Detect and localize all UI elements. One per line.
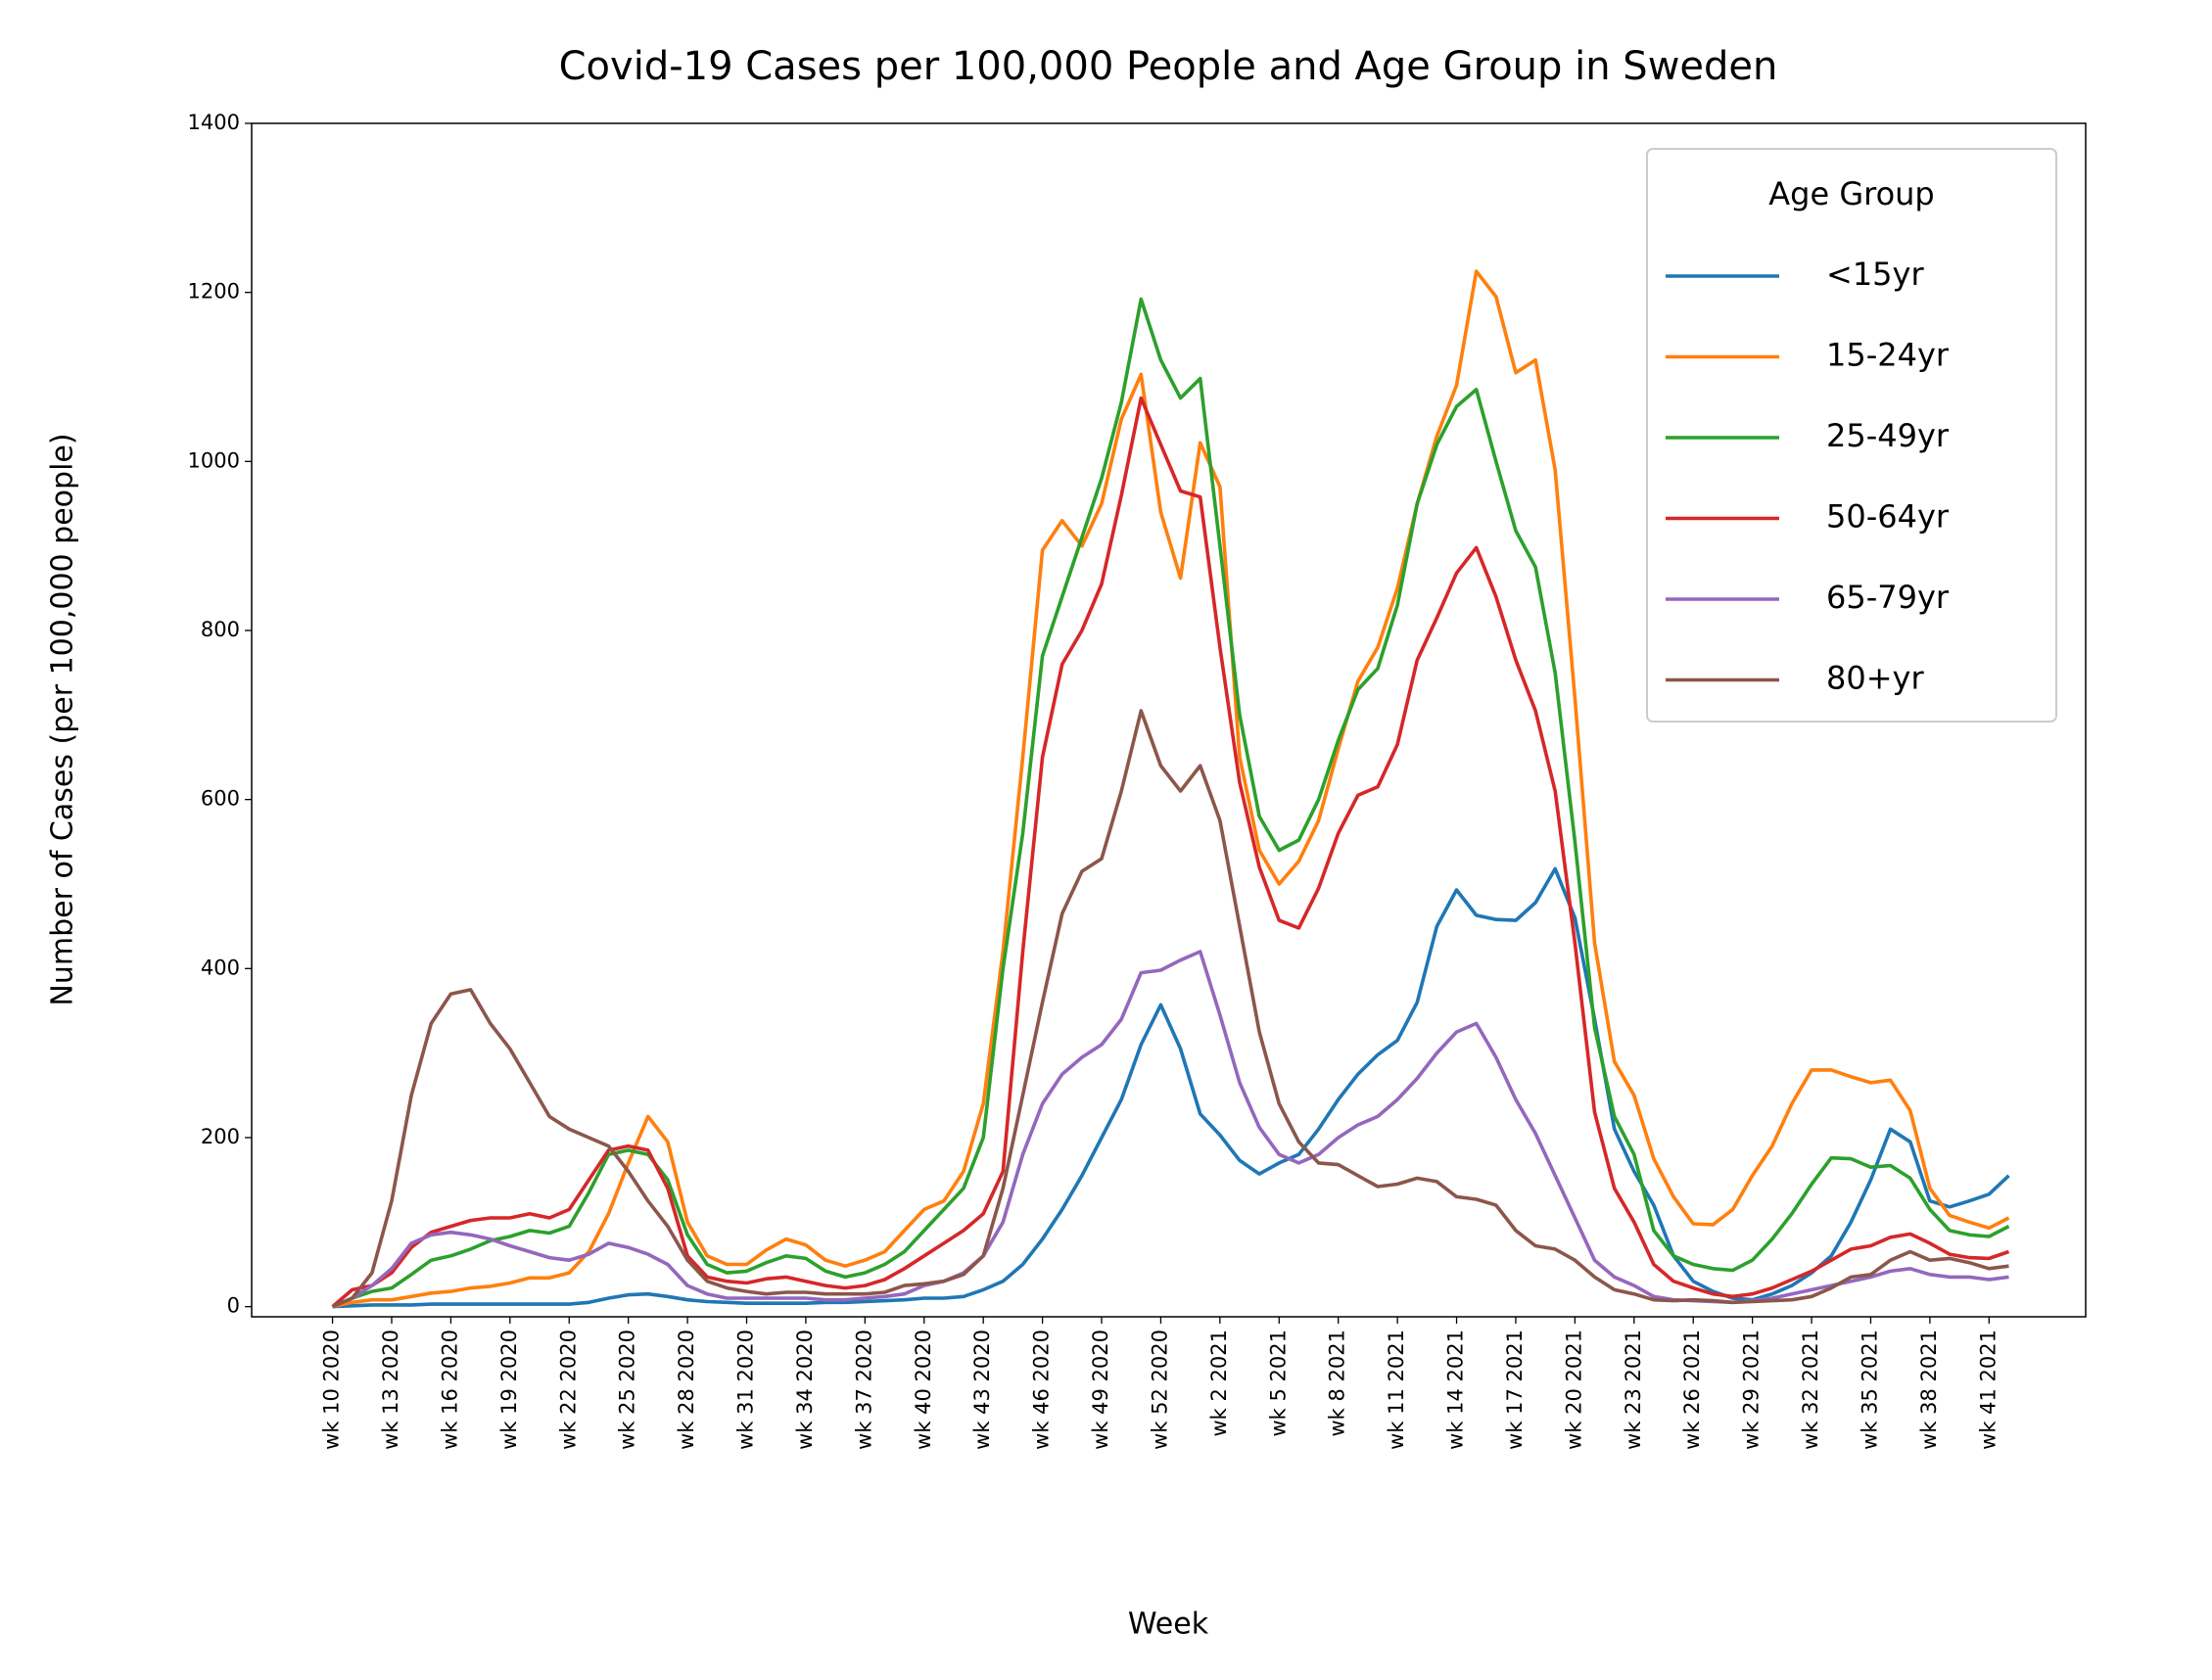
x-tick-label: wk 22 2020 — [556, 1330, 580, 1450]
x-tick-label: wk 41 2021 — [1976, 1330, 2000, 1450]
y-tick-label: 1200 — [188, 280, 240, 303]
x-tick-label: wk 28 2020 — [675, 1330, 698, 1450]
x-tick-label: wk 31 2020 — [734, 1330, 758, 1450]
series-line — [332, 866, 2010, 1309]
x-tick-label: wk 2 2021 — [1207, 1330, 1231, 1437]
x-tick-label: wk 17 2021 — [1503, 1330, 1527, 1450]
x-tick-label: wk 49 2020 — [1089, 1330, 1112, 1450]
x-tick-label: wk 52 2020 — [1148, 1330, 1171, 1450]
x-tick-label: wk 23 2021 — [1622, 1330, 1645, 1450]
x-tick-label: wk 25 2020 — [616, 1330, 639, 1450]
x-tick-label: wk 5 2021 — [1266, 1330, 1290, 1437]
legend-label: 50-64yr — [1826, 498, 1950, 536]
y-tick-label: 1400 — [188, 111, 240, 134]
x-axis-label: Week — [1128, 1608, 1209, 1642]
x-tick-label: wk 35 2021 — [1858, 1330, 1881, 1450]
legend-label: 25-49yr — [1826, 417, 1950, 454]
y-tick-label: 0 — [227, 1294, 240, 1318]
y-tick-label: 400 — [201, 956, 240, 979]
x-tick-label: wk 14 2021 — [1444, 1330, 1468, 1450]
legend-label: 80+yr — [1826, 660, 1924, 697]
x-tick-label: wk 34 2020 — [793, 1330, 817, 1450]
x-tick-label: wk 40 2020 — [912, 1330, 935, 1450]
y-tick-label: 600 — [201, 787, 240, 811]
x-tick-label: wk 26 2021 — [1680, 1330, 1704, 1450]
series-line — [331, 709, 2009, 1309]
plot-frame — [251, 122, 2087, 1318]
y-tick-label: 200 — [201, 1125, 240, 1148]
x-tick-label: wk 43 2020 — [970, 1330, 994, 1450]
x-tick-label: wk 19 2020 — [497, 1330, 521, 1450]
series-line — [331, 297, 2010, 1309]
x-tick-label: wk 8 2021 — [1326, 1330, 1349, 1437]
series-line — [332, 269, 2010, 1309]
legend-label: <15yr — [1826, 256, 1924, 293]
y-tick-label: 800 — [201, 618, 240, 641]
x-tick-label: wk 37 2020 — [852, 1330, 875, 1450]
legend-title: Age Group — [1768, 175, 1934, 212]
legend-label: 15-24yr — [1826, 337, 1950, 374]
chart-title: Covid-19 Cases per 100,000 People and Ag… — [559, 44, 1778, 89]
x-tick-label: wk 38 2021 — [1917, 1330, 1941, 1450]
x-tick-label: wk 10 2020 — [320, 1330, 344, 1450]
x-tick-label: wk 20 2021 — [1562, 1330, 1585, 1450]
x-tick-label: wk 29 2021 — [1740, 1330, 1764, 1450]
y-tick-label: 1000 — [188, 448, 240, 472]
x-tick-label: wk 46 2020 — [1030, 1330, 1054, 1450]
legend-box — [1646, 148, 2057, 723]
y-axis-label: Number of Cases (per 100,000 people) — [46, 433, 80, 1005]
x-tick-label: wk 32 2021 — [1799, 1330, 1822, 1450]
x-tick-label: wk 13 2020 — [379, 1330, 402, 1450]
x-tick-label: wk 11 2021 — [1385, 1330, 1408, 1450]
x-tick-label: wk 16 2020 — [438, 1330, 461, 1450]
legend-label: 65-79yr — [1826, 579, 1950, 616]
